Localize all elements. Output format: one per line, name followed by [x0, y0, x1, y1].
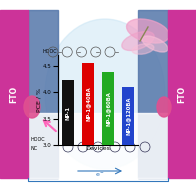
Text: e$^-$: e$^-$ [95, 171, 105, 179]
Ellipse shape [132, 44, 154, 54]
Bar [138, 10, 168, 178]
Text: NC: NC [30, 146, 37, 151]
Text: NP-1: NP-1 [65, 106, 70, 120]
Text: HOOC: HOOC [42, 50, 57, 54]
Ellipse shape [127, 19, 169, 43]
Text: HOOC: HOOC [30, 137, 45, 142]
Text: NP-1@60BA: NP-1@60BA [106, 91, 111, 126]
Y-axis label: PCE / %: PCE / % [37, 88, 42, 112]
Ellipse shape [122, 32, 154, 50]
Bar [28, 113, 168, 178]
Ellipse shape [142, 36, 168, 52]
Bar [28, 10, 58, 178]
Ellipse shape [157, 97, 171, 117]
Ellipse shape [45, 19, 165, 169]
Text: NP-1@40BA: NP-1@40BA [85, 87, 90, 121]
Text: FTO: FTO [178, 85, 187, 103]
Bar [82, 63, 94, 145]
Bar [62, 80, 74, 145]
Bar [168, 10, 196, 178]
Bar [0, 10, 28, 178]
Text: FTO: FTO [9, 85, 18, 103]
Bar [102, 72, 114, 145]
X-axis label: Devices: Devices [86, 146, 110, 151]
Ellipse shape [24, 96, 40, 118]
Text: NP-1@120BA: NP-1@120BA [126, 97, 131, 135]
Bar [122, 87, 134, 145]
